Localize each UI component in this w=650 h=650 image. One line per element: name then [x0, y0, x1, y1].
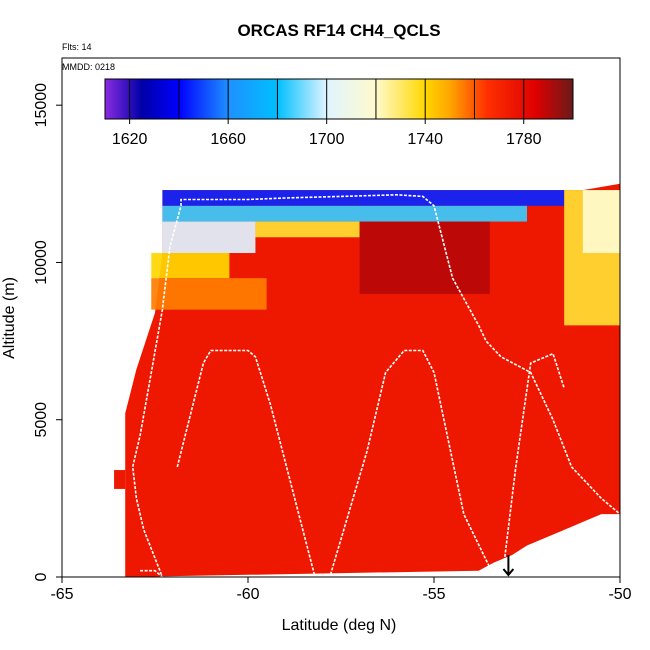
- marker-arrow: [502, 555, 515, 577]
- field-layer: [255, 221, 360, 238]
- colorbar-tick-label: 1740: [407, 131, 443, 148]
- colorbar-tick-label: 1780: [506, 131, 542, 148]
- field-layer: [359, 221, 490, 294]
- colorbar-tick-label: 1660: [210, 131, 246, 148]
- chart-title: ORCAS RF14 CH4_QCLS: [237, 21, 440, 40]
- x-tick-label: -55: [422, 586, 445, 603]
- y-axis-label: Altitude (m): [1, 277, 18, 359]
- flight-track-secondary: [176, 349, 565, 577]
- flight-track: [131, 193, 620, 577]
- flight-track-layer: [131, 193, 620, 577]
- field-layer: [162, 190, 565, 206]
- x-tick-label: -50: [608, 586, 631, 603]
- colorbar-gradient: [104, 78, 574, 120]
- date-annotation: MMDD: 0218: [62, 62, 115, 72]
- y-tick-label: 5000: [33, 402, 50, 438]
- field-layer: [151, 253, 230, 279]
- field-layer: [162, 205, 527, 222]
- field-layer: [162, 221, 256, 254]
- plot-frame: [61, 57, 621, 578]
- x-tick-label: -60: [236, 586, 259, 603]
- x-axis-label: Latitude (deg N): [282, 617, 397, 634]
- x-tick-label: -65: [50, 586, 73, 603]
- colorbar-ticks: 1620 1660 1700 1740 1780: [112, 79, 574, 148]
- colorbar-tick-label: 1620: [112, 131, 148, 148]
- field-cell: [114, 470, 126, 489]
- field-layer: [582, 190, 620, 254]
- y-tick-label: 0: [33, 572, 50, 581]
- y-tick-label: 15000: [33, 83, 50, 128]
- x-axis: -65 -60 -55 -50: [50, 577, 632, 603]
- colorbar-tick-label: 1700: [309, 131, 345, 148]
- colorbar: 1620 1660 1700 1740 1780: [104, 78, 574, 148]
- y-tick-label: 10000: [33, 240, 50, 285]
- y-axis: 0 5000 10000 15000: [33, 83, 62, 581]
- field-layer: [151, 278, 267, 310]
- heatmap-layer: [114, 183, 620, 577]
- flights-annotation: Flts: 14: [62, 42, 92, 52]
